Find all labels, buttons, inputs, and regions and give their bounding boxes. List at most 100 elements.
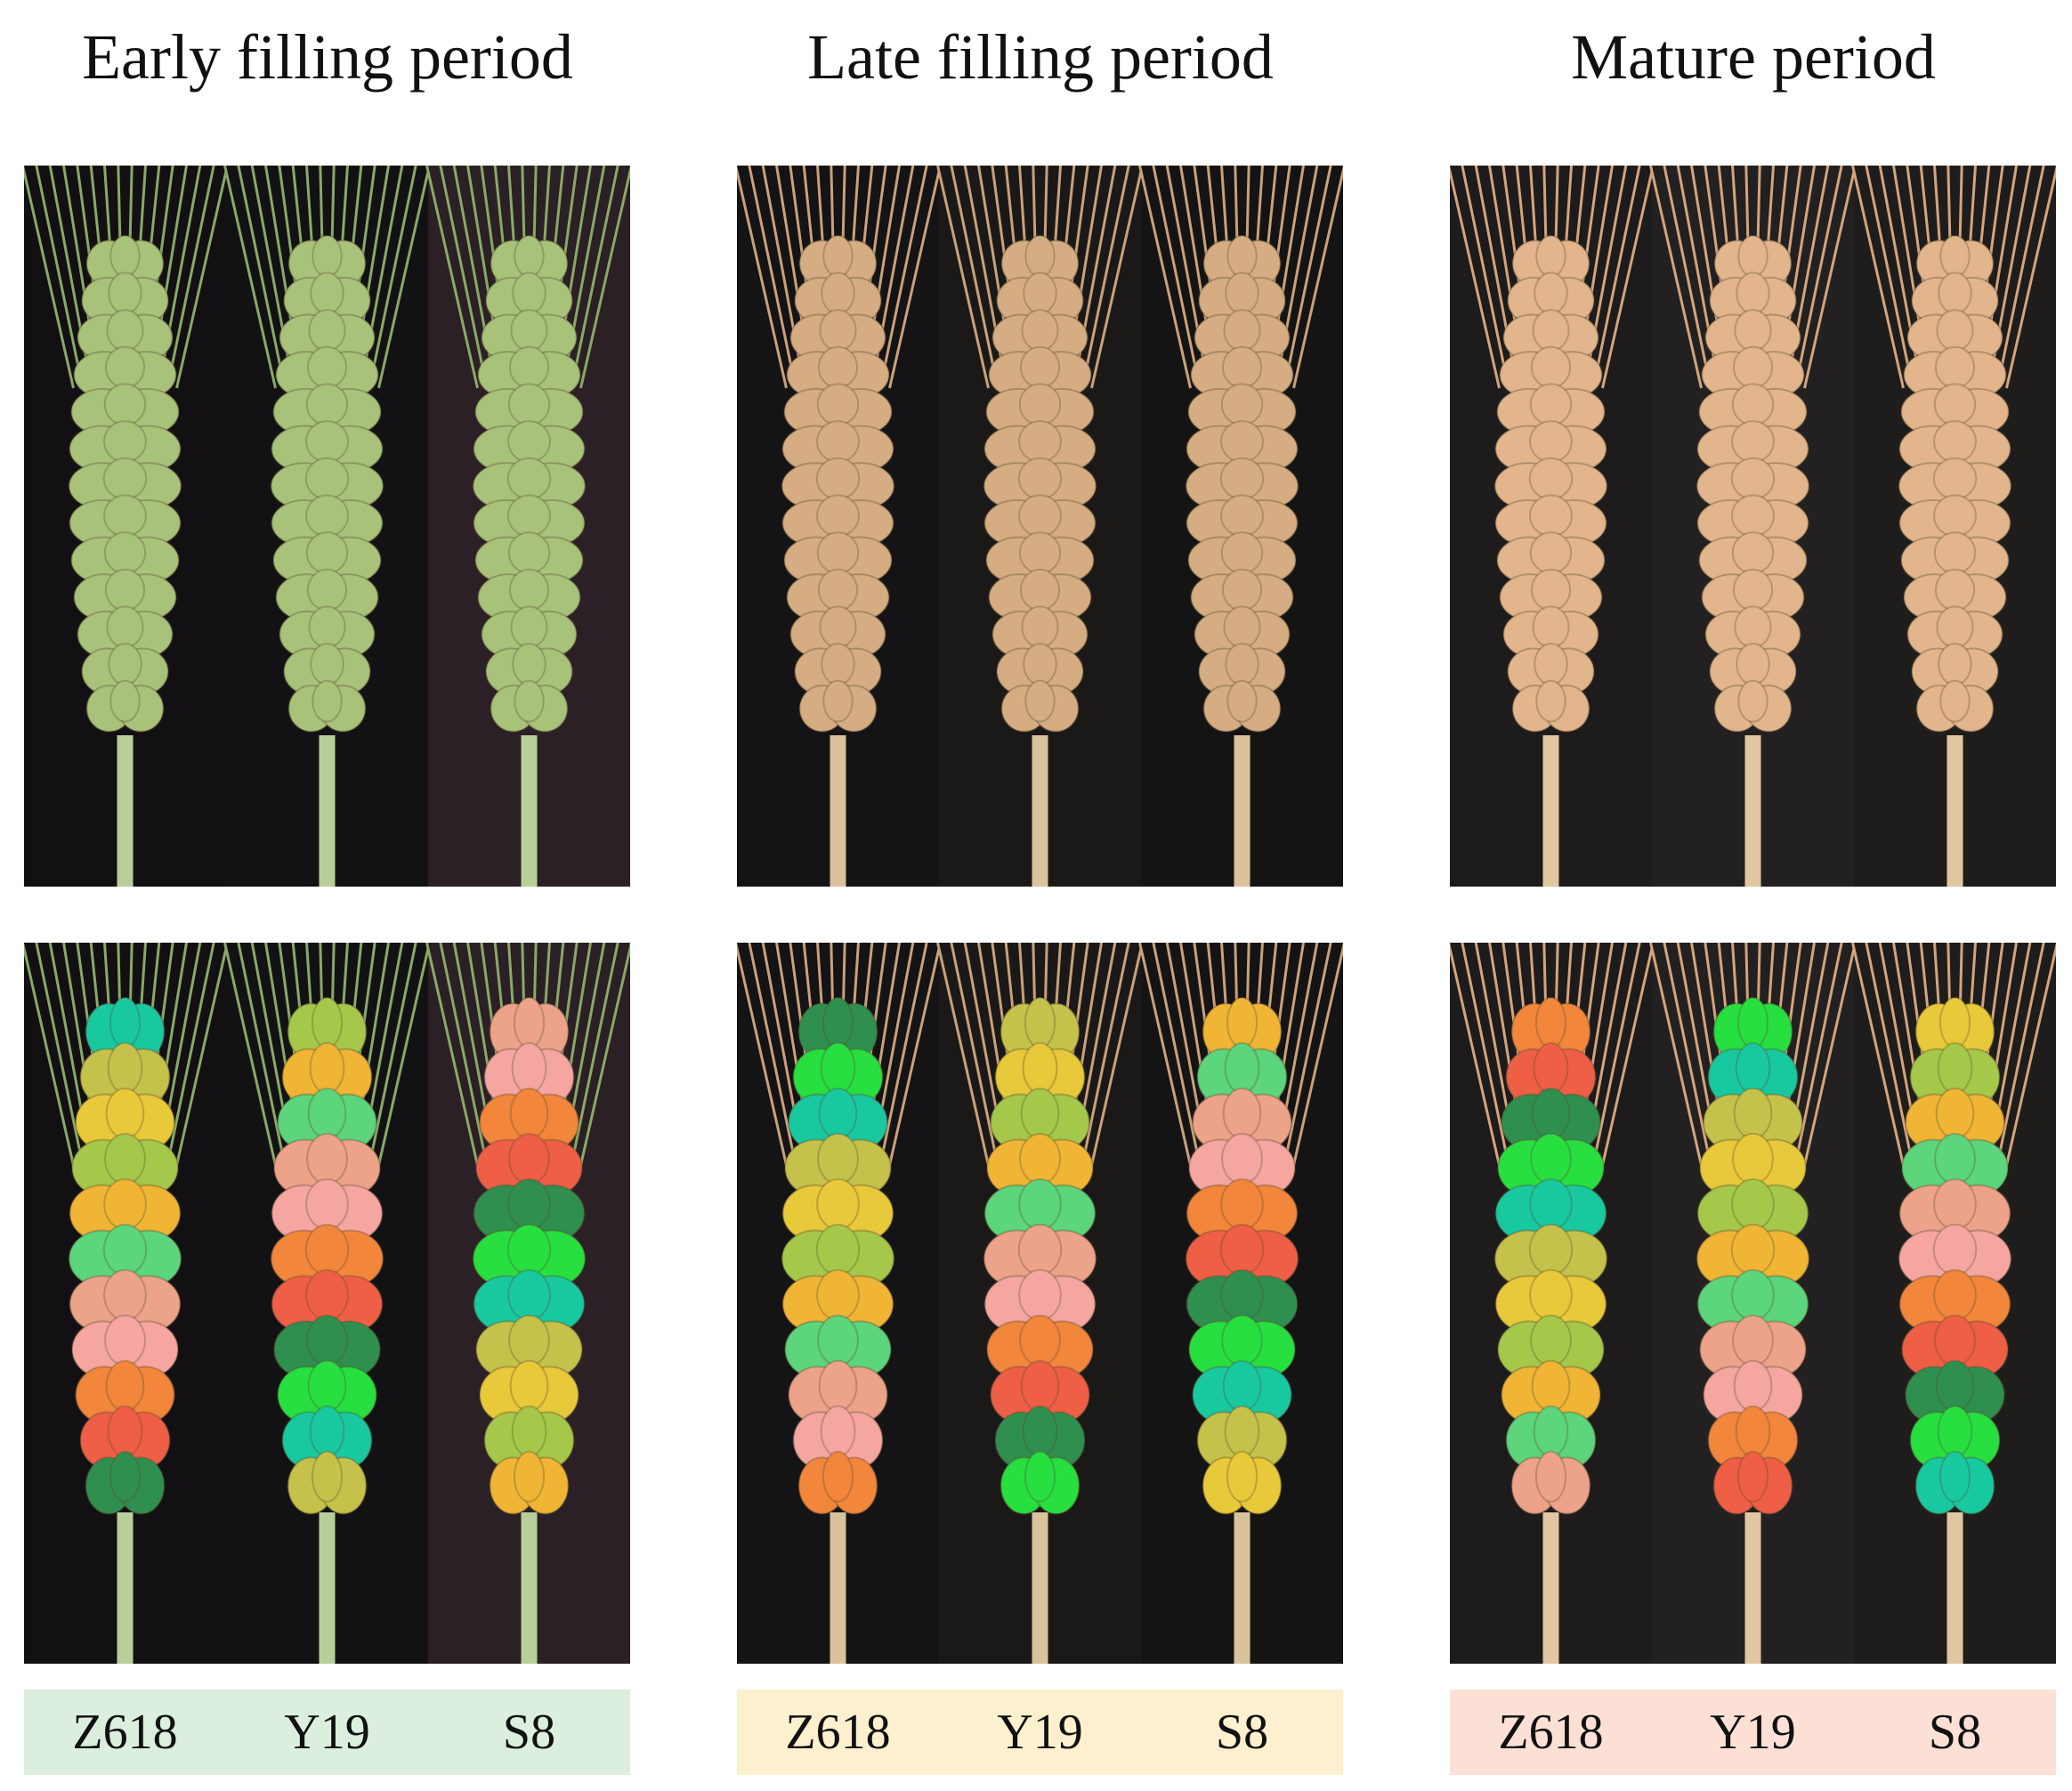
spikelet (305, 531, 349, 574)
spikelet (306, 1132, 348, 1185)
spikelet (1939, 234, 1971, 278)
spikelet (822, 234, 854, 278)
spikelet (1530, 568, 1572, 612)
spikelet (307, 1087, 347, 1139)
spikelet (1731, 1178, 1775, 1230)
awn (1601, 166, 1655, 389)
spikelet (1528, 1223, 1574, 1276)
spikelet (1020, 1087, 1060, 1139)
awn (370, 943, 417, 1154)
spikelet (1735, 1405, 1771, 1457)
spikelet (1736, 996, 1769, 1049)
spikelet (1223, 605, 1261, 649)
spikelet (103, 531, 147, 574)
variety-label-bar-mature: Z618 Y19 S8 (1450, 1690, 2056, 1775)
spikelet (104, 1314, 146, 1366)
awn (1461, 166, 1508, 377)
spikelet (109, 234, 141, 278)
awn (237, 166, 284, 377)
awn (1594, 943, 1641, 1154)
spikelet (1532, 309, 1570, 352)
spikelet (1529, 494, 1573, 538)
awn (1450, 943, 1501, 1166)
awn (2005, 943, 2056, 1166)
awn (35, 166, 82, 377)
awn (1152, 943, 1199, 1154)
awn (439, 166, 486, 377)
spikelet (508, 345, 550, 389)
spikelet (1933, 1178, 1977, 1230)
spikelet (819, 605, 857, 649)
spikelet (308, 309, 346, 352)
awn (1803, 166, 1857, 389)
spikelet (309, 1405, 345, 1457)
spikelet (1736, 271, 1770, 315)
spikelet (509, 1359, 549, 1412)
spikelet (1731, 1268, 1775, 1321)
awn (888, 166, 942, 389)
spikelet (1220, 383, 1264, 426)
spikelet (816, 383, 860, 426)
spikelet (1023, 271, 1057, 315)
spikelet (507, 420, 551, 463)
awn (1865, 943, 1912, 1154)
spikelet (819, 309, 857, 352)
spikelet (511, 1041, 547, 1094)
photo-late-filling (737, 166, 1343, 887)
awn (881, 943, 928, 1154)
spikelet (311, 1450, 344, 1503)
photo-mature (1450, 166, 2056, 887)
spikelet (510, 605, 548, 649)
awn (1069, 943, 1103, 1131)
spikelet (1934, 1314, 1976, 1366)
variety-label-y19: Y19 (1710, 1705, 1796, 1760)
spikelet (1020, 1359, 1060, 1412)
awn (1782, 943, 1816, 1131)
spikelet (304, 457, 350, 500)
spikelet (1534, 271, 1568, 315)
awn (377, 943, 431, 1166)
awn (223, 943, 277, 1166)
spikelet (103, 383, 147, 426)
spikelet (1221, 1132, 1263, 1185)
spikelet (510, 309, 548, 352)
spikelet (817, 1132, 859, 1185)
spikelet (1219, 1223, 1265, 1276)
spikelet (511, 1405, 547, 1457)
spikelet (104, 568, 146, 612)
variety-label-z618: Z618 (1498, 1705, 1604, 1760)
spikelet (507, 531, 551, 574)
spikelet (1220, 494, 1264, 538)
spikelet (108, 643, 142, 685)
spikelet (1529, 1268, 1573, 1321)
spikelet (107, 1405, 143, 1457)
awn (1083, 166, 1130, 377)
spikelet (1932, 1223, 1978, 1276)
spikelet (508, 568, 550, 612)
spikelet (1535, 234, 1566, 278)
spikelet (816, 531, 860, 574)
spikelet (1018, 1178, 1062, 1230)
spikelet (1730, 1223, 1776, 1276)
spikelet (1733, 1359, 1773, 1412)
spikelet (1937, 1041, 1973, 1094)
spikelet (305, 1178, 349, 1230)
spikelet (308, 605, 346, 649)
awn (775, 943, 809, 1131)
spikelet (108, 271, 142, 315)
spikelet (1226, 234, 1258, 278)
spikelet (1021, 309, 1059, 352)
spikelet (1938, 271, 1972, 315)
spikelet (1732, 1132, 1774, 1185)
awn (1601, 943, 1655, 1166)
awn (888, 943, 942, 1166)
spikelet (1226, 996, 1259, 1049)
awn (62, 943, 96, 1131)
spikelet (1935, 1087, 1975, 1139)
awn (1292, 943, 1343, 1166)
group-title-late-filling: Late filling period (807, 21, 1274, 93)
spikelet (1022, 1041, 1058, 1094)
awn (168, 166, 215, 377)
spikelet (1733, 1087, 1773, 1139)
awn (1285, 943, 1332, 1154)
